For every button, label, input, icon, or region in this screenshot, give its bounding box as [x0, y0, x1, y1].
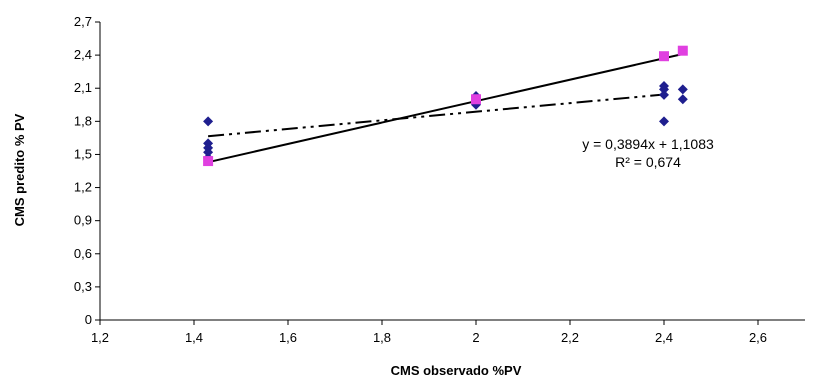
y-tick-label: 1,8 [74, 113, 92, 128]
y-tick-label: 2,7 [74, 14, 92, 29]
identity-line [207, 53, 684, 164]
y-axis-title: CMS predito % PV [12, 113, 27, 226]
regression-equation: y = 0,3894x + 1,1083 [582, 136, 714, 152]
y-tick-label: 0,3 [74, 279, 92, 294]
diamond-marker [677, 84, 688, 95]
y-tick-label: 0,9 [74, 213, 92, 228]
r-squared-label: R² = 0,674 [615, 154, 681, 170]
y-tick-label: 2,4 [74, 47, 92, 62]
x-tick-label: 1,2 [91, 330, 109, 345]
x-tick-label: 2,4 [655, 330, 673, 345]
x-tick-label: 2,2 [561, 330, 579, 345]
diamond-marker [659, 84, 669, 95]
regression-line [208, 93, 665, 138]
y-tick-label: 1,5 [74, 146, 92, 161]
diamond-marker [203, 147, 214, 158]
diamond-marker [659, 116, 669, 127]
square-marker [203, 156, 214, 167]
x-tick-label: 2 [472, 330, 479, 345]
x-tick-label: 1,4 [185, 330, 203, 345]
y-tick-label: 2,1 [74, 80, 92, 95]
square-marker [677, 45, 688, 56]
diamond-marker [677, 94, 688, 105]
square-marker [471, 94, 481, 105]
y-tick-label: 0 [85, 312, 92, 327]
x-tick-label: 1,8 [373, 330, 391, 345]
diamond-marker [659, 89, 669, 100]
y-axis: 0 0,3 0,6 0,9 1,2 1,5 1,8 2,1 2,4 2,7 [74, 14, 100, 327]
data-points [203, 45, 688, 167]
x-tick-label: 2,6 [749, 330, 767, 345]
square-marker [659, 51, 669, 62]
x-axis: 1,2 1,4 1,6 1,8 2 2,2 2,4 2,6 [91, 320, 767, 345]
y-tick-label: 0,6 [74, 246, 92, 261]
trend-lines [207, 53, 684, 164]
x-axis-title: CMS observado %PV [391, 363, 522, 378]
plot-area [99, 22, 805, 321]
diamond-marker [203, 116, 214, 127]
y-tick-label: 1,2 [74, 180, 92, 195]
x-tick-label: 1,6 [279, 330, 297, 345]
